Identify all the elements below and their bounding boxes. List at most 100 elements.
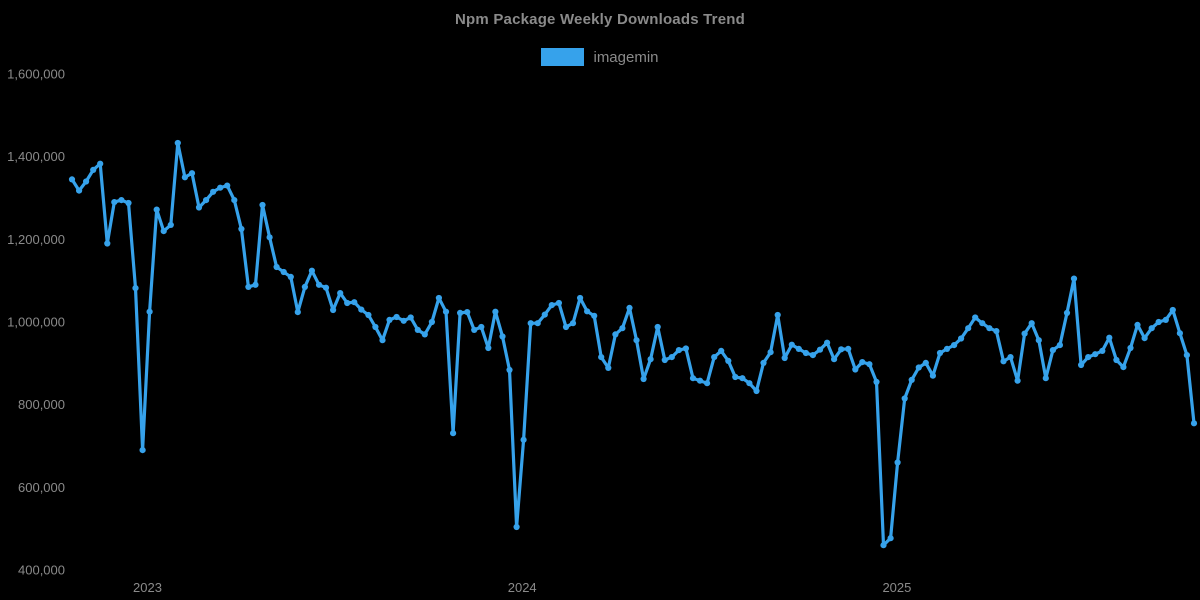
data-point[interactable] bbox=[675, 347, 683, 354]
data-point[interactable] bbox=[294, 309, 301, 316]
data-point[interactable] bbox=[1007, 354, 1014, 361]
data-point[interactable] bbox=[111, 199, 118, 206]
data-point[interactable] bbox=[527, 320, 534, 327]
data-point[interactable] bbox=[682, 345, 690, 352]
data-point[interactable] bbox=[824, 339, 831, 346]
data-point[interactable] bbox=[442, 308, 450, 315]
data-point[interactable] bbox=[767, 349, 774, 356]
data-point[interactable] bbox=[358, 306, 365, 313]
data-point[interactable] bbox=[471, 326, 478, 333]
data-point[interactable] bbox=[421, 331, 428, 338]
data-point[interactable] bbox=[802, 349, 810, 357]
data-point[interactable] bbox=[781, 354, 788, 362]
data-point[interactable] bbox=[915, 364, 922, 371]
data-point[interactable] bbox=[739, 375, 746, 382]
data-point[interactable] bbox=[337, 290, 344, 297]
data-point[interactable] bbox=[668, 354, 675, 361]
data-point[interactable] bbox=[1120, 364, 1127, 371]
data-point[interactable] bbox=[322, 284, 330, 291]
data-point[interactable] bbox=[696, 377, 704, 384]
data-point[interactable] bbox=[160, 228, 167, 235]
data-point[interactable] bbox=[386, 316, 393, 323]
data-point[interactable] bbox=[986, 325, 993, 332]
data-point[interactable] bbox=[1014, 377, 1021, 384]
data-point[interactable] bbox=[1169, 306, 1176, 314]
data-point[interactable] bbox=[485, 344, 492, 352]
data-point[interactable] bbox=[506, 366, 513, 373]
data-point[interactable] bbox=[929, 372, 937, 379]
data-point[interactable] bbox=[951, 342, 958, 349]
data-point[interactable] bbox=[979, 320, 986, 327]
data-point[interactable] bbox=[146, 308, 153, 315]
data-point[interactable] bbox=[831, 356, 838, 363]
data-point[interactable] bbox=[1092, 351, 1099, 358]
data-point[interactable] bbox=[266, 234, 273, 241]
data-point[interactable] bbox=[1106, 334, 1113, 341]
data-point[interactable] bbox=[894, 459, 901, 466]
data-point[interactable] bbox=[760, 359, 767, 366]
data-point[interactable] bbox=[936, 349, 944, 357]
data-point[interactable] bbox=[181, 174, 188, 181]
data-point[interactable] bbox=[1049, 347, 1056, 354]
data-point[interactable] bbox=[1141, 335, 1148, 342]
data-point[interactable] bbox=[1056, 342, 1063, 349]
data-point[interactable] bbox=[866, 361, 873, 368]
data-point[interactable] bbox=[1035, 337, 1042, 344]
data-point[interactable] bbox=[132, 285, 139, 292]
data-point[interactable] bbox=[972, 314, 979, 321]
data-point[interactable] bbox=[407, 314, 414, 321]
data-point[interactable] bbox=[654, 323, 661, 331]
data-point[interactable] bbox=[555, 299, 563, 307]
data-point[interactable] bbox=[301, 283, 308, 290]
data-point[interactable] bbox=[562, 323, 570, 331]
data-point[interactable] bbox=[753, 387, 760, 395]
data-point[interactable] bbox=[845, 345, 852, 352]
data-point[interactable] bbox=[231, 197, 238, 204]
data-point[interactable] bbox=[379, 337, 386, 344]
data-point[interactable] bbox=[1113, 356, 1120, 364]
data-point[interactable] bbox=[287, 273, 294, 280]
data-point[interactable] bbox=[993, 328, 1000, 335]
data-point[interactable] bbox=[640, 375, 647, 383]
data-point[interactable] bbox=[330, 306, 337, 314]
data-point[interactable] bbox=[873, 378, 880, 385]
data-point[interactable] bbox=[534, 320, 541, 327]
data-point[interactable] bbox=[344, 299, 351, 307]
data-point[interactable] bbox=[125, 199, 132, 207]
data-point[interactable] bbox=[414, 326, 421, 333]
data-point[interactable] bbox=[887, 535, 894, 542]
data-point[interactable] bbox=[1176, 330, 1183, 337]
data-point[interactable] bbox=[584, 308, 591, 315]
data-point[interactable] bbox=[450, 430, 457, 437]
data-point[interactable] bbox=[943, 345, 951, 352]
data-point[interactable] bbox=[195, 204, 203, 211]
data-point[interactable] bbox=[1190, 420, 1198, 427]
data-point[interactable] bbox=[711, 354, 718, 361]
data-point[interactable] bbox=[605, 364, 612, 371]
data-point[interactable] bbox=[90, 166, 97, 173]
data-point[interactable] bbox=[661, 356, 668, 364]
data-point[interactable] bbox=[1148, 325, 1155, 332]
data-point[interactable] bbox=[188, 170, 196, 177]
data-point[interactable] bbox=[1155, 318, 1162, 326]
data-point[interactable] bbox=[548, 302, 555, 309]
data-point[interactable] bbox=[1162, 316, 1169, 323]
data-point[interactable] bbox=[252, 281, 259, 288]
data-point[interactable] bbox=[315, 281, 323, 288]
data-point[interactable] bbox=[245, 283, 252, 290]
data-point[interactable] bbox=[901, 395, 908, 402]
data-point[interactable] bbox=[174, 139, 181, 147]
data-point[interactable] bbox=[400, 317, 407, 324]
data-point[interactable] bbox=[372, 323, 379, 331]
data-point[interactable] bbox=[1042, 375, 1049, 382]
data-point[interactable] bbox=[1183, 352, 1190, 359]
data-point[interactable] bbox=[626, 304, 633, 311]
data-point[interactable] bbox=[965, 325, 972, 332]
data-point[interactable] bbox=[795, 345, 802, 352]
data-point[interactable] bbox=[308, 267, 315, 274]
data-point[interactable] bbox=[852, 366, 859, 373]
data-point[interactable] bbox=[732, 373, 739, 381]
data-point[interactable] bbox=[351, 299, 358, 306]
data-point[interactable] bbox=[718, 347, 725, 354]
data-point[interactable] bbox=[428, 318, 435, 326]
